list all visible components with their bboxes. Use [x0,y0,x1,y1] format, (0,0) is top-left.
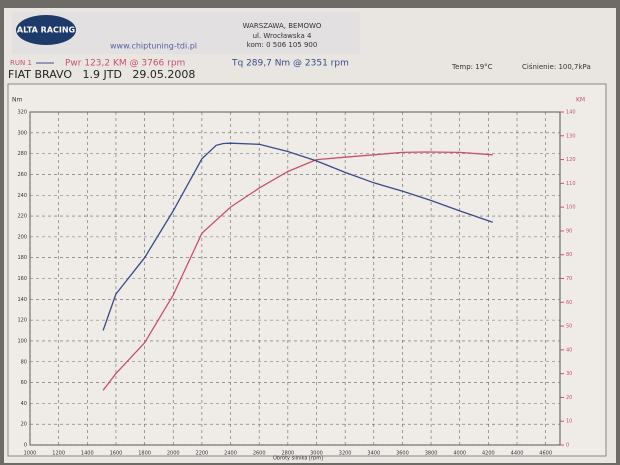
x-tick-label: 2600 [253,451,266,457]
y2-tick-label: 60 [566,300,572,306]
x-tick-label: 3800 [425,451,438,457]
logo [16,15,76,45]
line-series [102,142,493,331]
x-tick-label: 3400 [367,451,380,457]
y-tick-label: 160 [17,276,27,282]
y2-tick-label: 10 [566,419,572,425]
y2-axis-label: KM [576,97,585,104]
x-tick-label: 1000 [24,451,37,457]
y-tick-label: 300 [17,130,27,136]
y-tick-label: 40 [21,401,27,407]
x-axis-label: Obroty silnika [rpm] [273,456,323,462]
vehicle: FIAT BRAVO 1.9 JTD 29.05.2008 [8,68,195,81]
x-tick-label: 4600 [539,451,552,457]
y-tick-label: 140 [17,297,27,303]
y-tick-label: 220 [17,214,27,220]
pressure: Ciśnienie: 100,7kPa [522,63,591,71]
y-tick-label: 320 [17,110,27,116]
plot-frame [7,83,607,457]
y2-tick-label: 0 [566,443,569,449]
y-tick-label: 60 [21,380,27,386]
address: ul. Wrocławska 4 [253,32,312,40]
legend-entry: Pwr 123,2 KM @ 3766 rpm [65,59,185,69]
line-series [102,151,493,391]
logo-text: ALTA RACING [17,26,75,35]
website: www.chiptuning-tdi.pl [110,42,197,51]
y2-tick-label: 80 [566,252,572,258]
y2-tick-label: 40 [566,347,572,353]
x-tick-label: 3200 [339,451,352,457]
y-tick-label: 20 [21,422,27,428]
y2-tick-label: 20 [566,395,572,401]
y2-tick-label: 110 [566,181,576,187]
y-tick-label: 260 [17,172,27,178]
y2-tick-label: 130 [566,133,576,139]
y-tick-label: 120 [17,318,27,324]
x-tick-label: 2800 [281,451,294,457]
y2-tick-label: 120 [566,157,576,163]
x-tick-label: 2400 [224,451,237,457]
x-tick-label: 1400 [81,451,94,457]
y2-tick-label: 100 [566,205,576,211]
y-tick-label: 240 [17,193,27,199]
y2-tick-label: 50 [566,324,572,330]
x-tick-label: 1600 [110,451,123,457]
x-tick-label: 4200 [482,451,495,457]
x-tick-label: 1200 [52,451,65,457]
y-tick-label: 280 [17,151,27,157]
y-tick-label: 80 [21,359,27,365]
y2-tick-label: 70 [566,276,572,282]
x-tick-label: 1800 [138,451,151,457]
y2-tick-label: 30 [566,371,572,377]
temp: Temp: 19°C [451,63,493,71]
y-axis-label: Nm [12,97,22,104]
x-tick-label: 3600 [396,451,409,457]
x-tick-label: 4000 [453,451,466,457]
y2-tick-label: 90 [566,228,572,234]
run: RUN 1 [10,59,32,67]
legend-entry: Tq 289,7 Nm @ 2351 rpm [231,59,349,69]
y-tick-label: 0 [24,443,27,449]
address: WARSZAWA, BEMOWO [243,22,322,30]
x-tick-label: 2000 [167,451,180,457]
y-tick-label: 200 [17,234,27,240]
y-tick-label: 100 [17,338,27,344]
y2-tick-label: 140 [566,110,576,116]
y-tick-label: 180 [17,255,27,261]
x-tick-label: 2200 [196,451,209,457]
x-tick-label: 3000 [310,451,323,457]
x-tick-label: 4400 [511,451,524,457]
address: kom: 0 506 105 900 [247,41,318,49]
